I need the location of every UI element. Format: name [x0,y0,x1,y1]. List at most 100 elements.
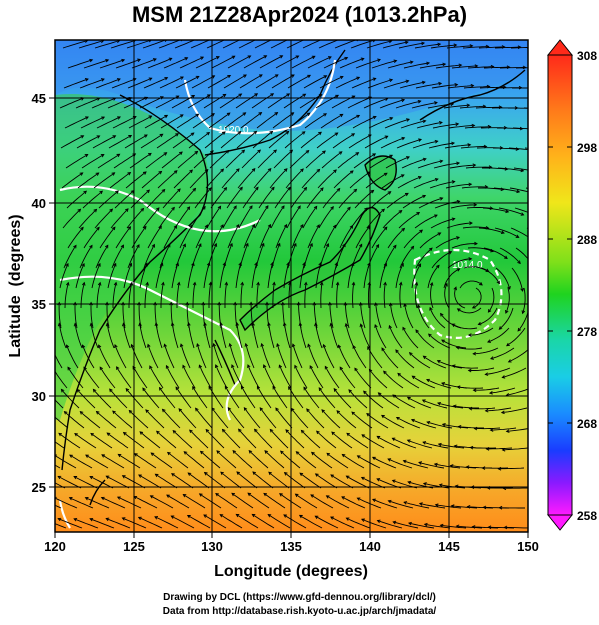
streamline-arrowhead [520,212,525,216]
streamline-arrowhead [370,189,375,194]
streamline-arrowhead [68,497,73,501]
streamline [479,86,506,89]
streamline [156,133,179,149]
streamline-arrowhead [235,321,239,326]
streamline-arrowhead [223,186,228,191]
streamline-arrowhead [285,429,289,433]
streamline-arrowhead [393,244,397,249]
streamline [511,267,524,292]
streamline-arrowhead [270,261,274,266]
streamline [369,369,388,389]
streamline [269,168,288,189]
streamline-arrowhead [195,113,200,118]
streamline-arrowhead [297,205,301,210]
streamline-arrowhead [434,139,439,144]
streamline-arrowhead [237,428,242,433]
streamline-arrowhead [337,344,342,349]
streamline-arrowhead [186,515,191,519]
streamline [99,59,125,69]
streamline [401,158,427,169]
streamline-arrowhead [391,437,396,441]
streamline-arrowhead [442,62,447,67]
streamline-arrowhead [456,268,461,272]
streamline-arrowhead [309,242,313,247]
streamline-arrowhead [128,262,133,267]
streamline [270,205,285,229]
streamline-arrowhead [377,392,382,396]
streamline [398,212,420,229]
lon-tick-label: 135 [280,539,302,554]
streamline [254,40,272,49]
streamline-arrowhead [138,322,142,327]
streamline-arrowhead [274,112,279,116]
streamline [140,133,163,149]
streamline [431,251,452,269]
streamline-arrowhead [364,207,368,212]
streamline [429,307,446,329]
streamline-arrowhead [500,230,505,235]
streamline [437,402,464,409]
streamline [357,497,382,509]
streamline-arrowhead [257,149,262,154]
streamline-arrowhead [283,223,288,228]
streamline-arrowhead [186,206,191,211]
streamline [64,411,85,429]
streamline-arrowhead [272,385,276,390]
streamline-arrowhead [305,149,310,154]
streamline [429,181,455,189]
streamline-arrowhead [137,58,141,62]
streamline [180,343,191,369]
streamline [128,410,149,429]
streamline-arrowhead [279,493,283,497]
streamline-arrowhead [330,474,335,478]
streamline-arrowhead [60,388,65,393]
streamline-arrowhead [253,130,258,135]
streamline-arrowhead [506,342,510,347]
streamline [85,454,109,469]
streamline [189,429,209,449]
streamline-arrowhead [154,516,159,520]
streamline [211,224,224,249]
streamline [449,164,476,169]
streamline-arrowhead [455,122,460,127]
streamline-arrowhead [472,388,477,393]
streamline [294,365,308,389]
streamline [66,344,79,369]
streamline-arrowhead [318,387,323,391]
streamline-arrowhead [387,499,392,504]
streamline-arrowhead [392,394,397,398]
streamline [490,347,515,360]
streamline [430,44,457,49]
streamline [419,63,446,69]
streamline-arrowhead [256,385,261,390]
streamline-arrowhead [347,206,351,211]
streamline [472,526,499,529]
streamline [478,46,505,49]
streamline-arrowhead [534,46,537,49]
streamline-arrowhead [283,472,288,476]
streamline-arrowhead [434,214,438,218]
streamline-arrowhead [434,177,439,182]
streamline [263,364,276,389]
streamline [195,408,213,429]
streamline-arrowhead [240,385,245,390]
streamline-arrowhead [226,112,231,116]
streamline-arrowhead [172,429,177,434]
streamline-arrowhead [356,497,361,501]
streamline [158,207,175,229]
streamline-arrowhead [116,366,120,370]
streamline-arrowhead [203,471,208,476]
streamline-arrowhead [418,502,423,506]
streamline [200,450,221,469]
streamline-arrowhead [437,42,442,47]
streamline-arrowhead [401,98,406,103]
streamline-arrowhead [51,345,54,348]
streamline-arrowhead [73,244,77,249]
streamline-arrowhead [482,505,487,510]
streamline [403,460,429,469]
streamline-arrowhead [436,264,440,269]
streamline-arrowhead [291,37,294,40]
streamline [415,329,435,349]
streamline [192,113,215,129]
